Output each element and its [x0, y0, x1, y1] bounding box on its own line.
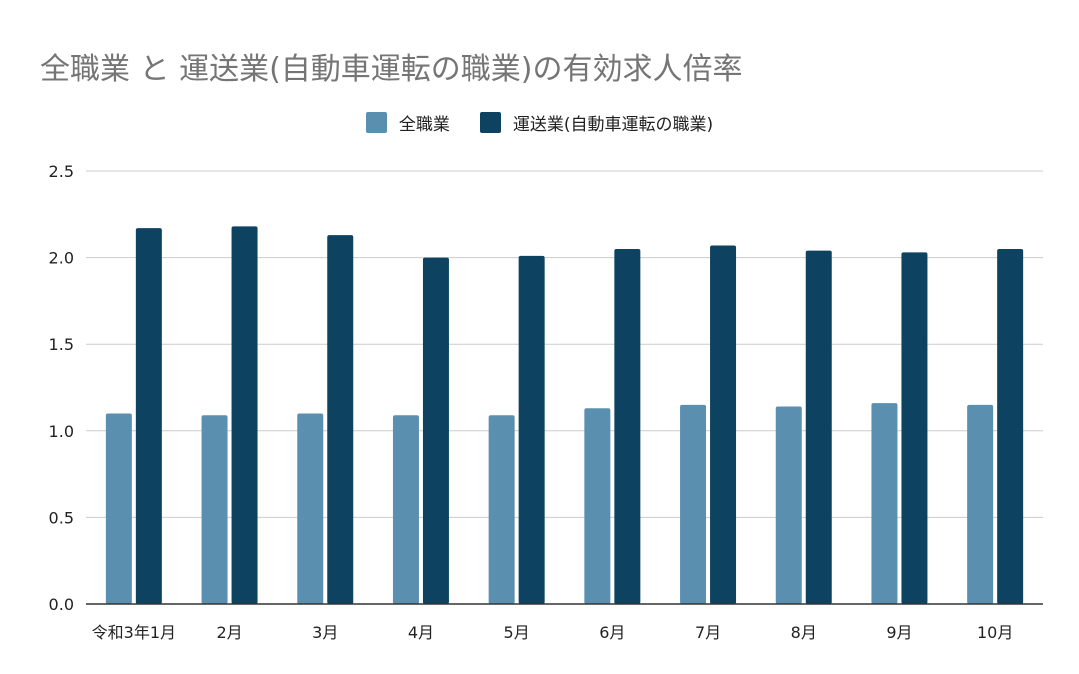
- bar-all-occupations: [488, 415, 515, 604]
- y-tick-label: 0.5: [49, 508, 74, 527]
- legend-label-all-occupations: 全職業: [398, 115, 450, 135]
- y-tick-label: 0.0: [49, 595, 74, 614]
- x-tick-label: 3月: [312, 623, 338, 642]
- legend-item-all-occupations: 全職業: [365, 110, 450, 135]
- y-tick-label: 1.5: [49, 335, 74, 354]
- bar-all-occupations: [871, 403, 898, 604]
- bar-transport: [901, 252, 928, 605]
- y-tick-label: 2.0: [49, 249, 74, 268]
- bar-all-occupations: [201, 415, 228, 604]
- bar-transport: [614, 248, 641, 604]
- x-tick-label: 令和3年1月: [92, 623, 176, 642]
- bar-all-occupations: [297, 413, 324, 604]
- bar-all-occupations: [584, 408, 611, 604]
- bar-all-occupations: [680, 404, 707, 604]
- y-tick-label: 2.5: [49, 162, 74, 181]
- x-tick-label: 2月: [216, 623, 242, 642]
- x-tick-label: 7月: [695, 623, 721, 642]
- x-tick-label: 8月: [791, 623, 817, 642]
- bar-transport: [422, 257, 449, 604]
- bar-all-occupations: [105, 413, 132, 604]
- bar-transport: [327, 235, 354, 605]
- bar-transport: [231, 226, 258, 604]
- x-tick-label: 10月: [977, 623, 1013, 642]
- legend-swatch-transport: [479, 112, 501, 133]
- chart-legend: 全職業 運送業(自動車運転の職業): [0, 110, 1079, 135]
- bar-all-occupations: [775, 406, 802, 604]
- legend-item-transport: 運送業(自動車運転の職業): [479, 110, 714, 135]
- legend-label-transport: 運送業(自動車運転の職業): [512, 115, 714, 135]
- bar-all-occupations: [967, 404, 994, 604]
- chart-title: 全職業 と 運送業(自動車運転の職業)の有効求人倍率: [40, 52, 743, 87]
- x-tick-label: 5月: [504, 623, 530, 642]
- x-tick-label: 9月: [886, 623, 912, 642]
- legend-swatch-all-occupations: [365, 112, 387, 133]
- x-tick-label: 4月: [408, 623, 434, 642]
- bar-transport: [135, 228, 162, 604]
- bar-transport: [518, 255, 545, 605]
- y-tick-label: 1.0: [49, 422, 74, 441]
- bar-transport: [997, 248, 1024, 604]
- x-tick-label: 6月: [599, 623, 625, 642]
- bar-transport: [710, 245, 737, 604]
- bar-all-occupations: [392, 415, 419, 604]
- bar-transport: [805, 250, 832, 604]
